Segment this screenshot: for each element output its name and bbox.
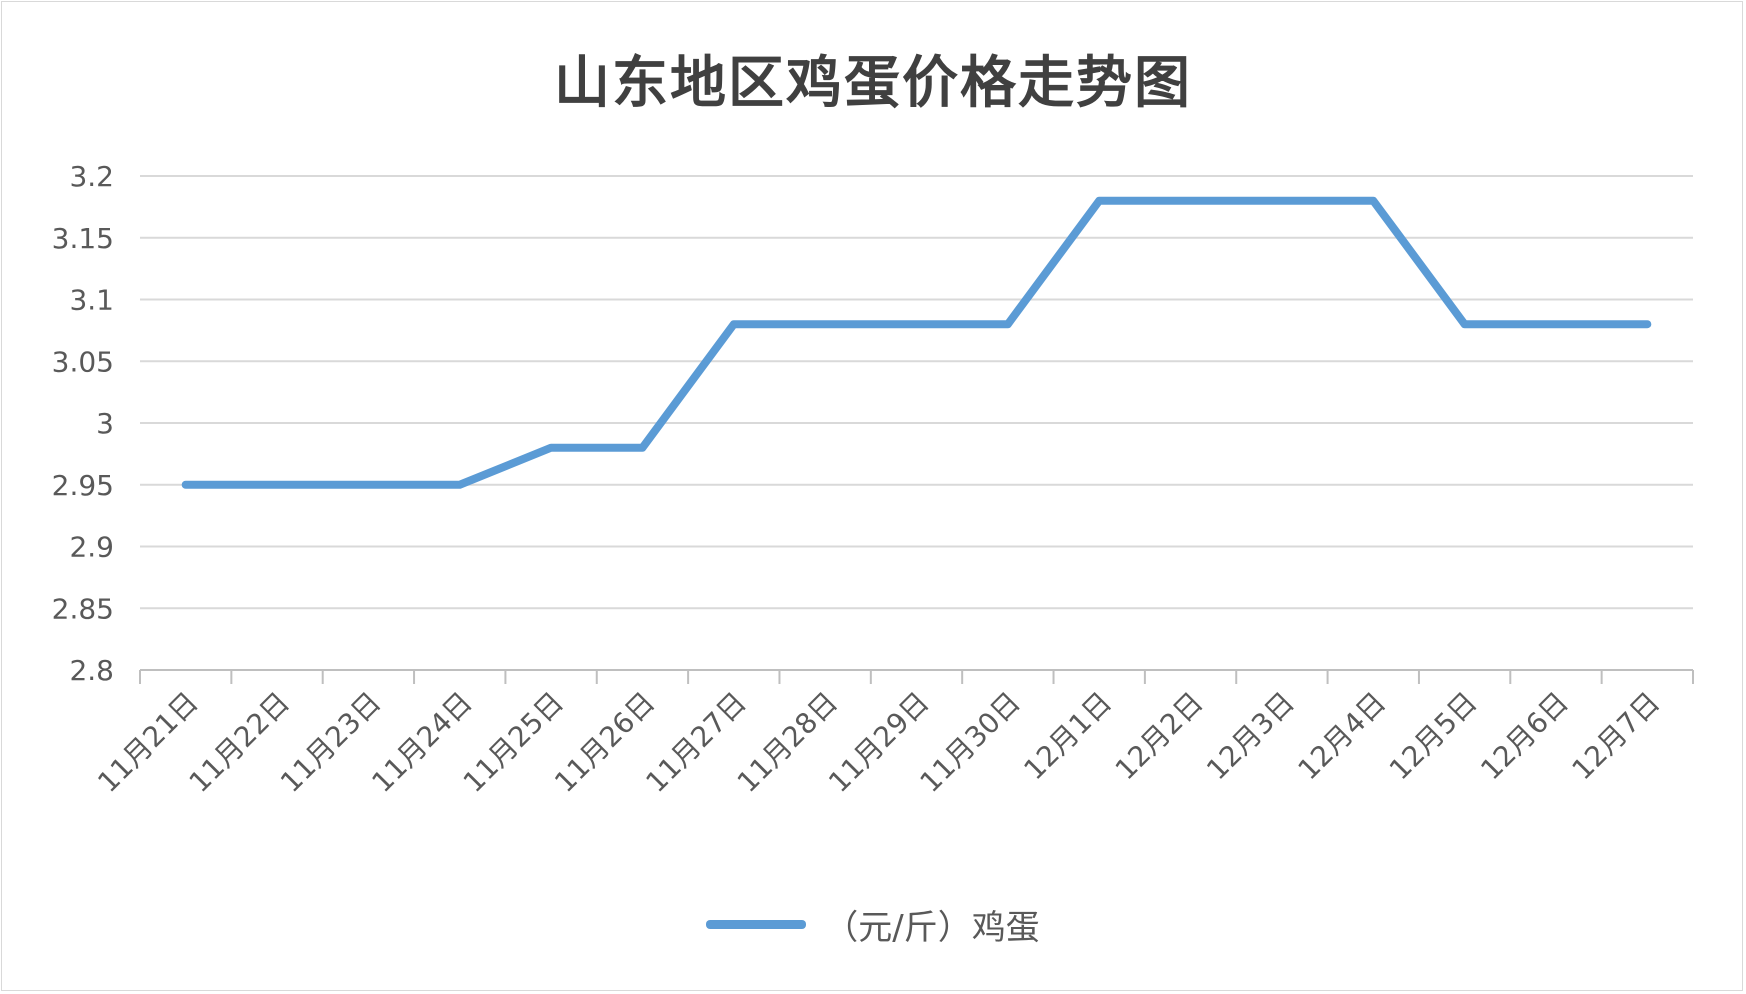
- x-tick-label: 12月6日: [1474, 686, 1575, 787]
- legend-label: （元/斤）鸡蛋: [824, 908, 1040, 948]
- y-tick-label: 3.2: [69, 160, 114, 193]
- series-line: [181, 196, 1652, 489]
- x-tick-label: 12月7日: [1566, 686, 1667, 787]
- x-tick-label: 12月5日: [1383, 686, 1484, 787]
- x-tick-label: 11月30日: [913, 686, 1026, 799]
- y-tick-label: 2.8: [69, 654, 114, 687]
- y-tick-label: 3.1: [69, 284, 114, 317]
- y-tick-label: 2.85: [52, 592, 114, 625]
- y-tick-label: 3.05: [52, 345, 114, 378]
- x-tick-label: 12月4日: [1291, 686, 1392, 787]
- chart-title: 山东地区鸡蛋价格走势图: [554, 50, 1192, 116]
- x-tick-label: 12月3日: [1200, 686, 1301, 787]
- legend-swatch-line: [706, 920, 807, 929]
- y-tick-label: 3.15: [52, 222, 114, 255]
- x-tick-label: 12月2日: [1109, 686, 1210, 787]
- legend: （元/斤）鸡蛋: [0, 900, 1746, 949]
- x-tick-label: 12月1日: [1017, 686, 1118, 787]
- y-tick-label: 2.95: [52, 469, 114, 502]
- y-tick-label: 3: [96, 407, 114, 440]
- y-tick-label: 2.9: [69, 531, 114, 564]
